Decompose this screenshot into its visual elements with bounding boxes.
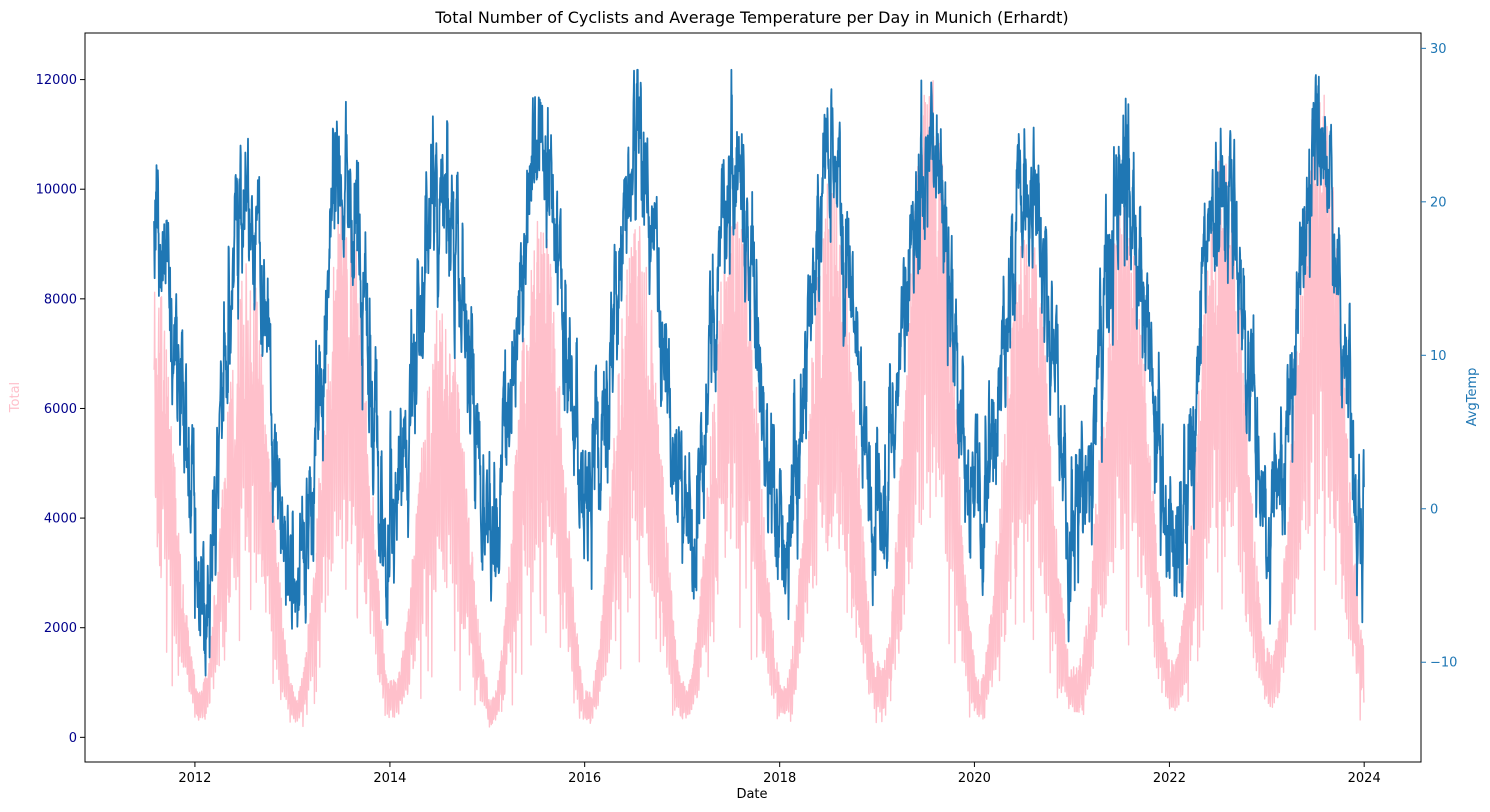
x-axis-tick-label: 2024	[1348, 771, 1381, 786]
left-axis-tick-label: 0	[69, 731, 77, 746]
right-axis-tick-label: 30	[1430, 42, 1447, 57]
series-line-total	[153, 80, 1365, 728]
x-axis-tick-label: 2016	[568, 771, 601, 786]
series-layer	[153, 68, 1365, 728]
left-axis: 0 2000 4000 6000 8000 10000 12000	[36, 73, 85, 746]
left-axis-tick-label: 10000	[36, 183, 77, 198]
right-axis-tick-label: 20	[1430, 195, 1447, 210]
plot-frame	[84, 32, 1422, 763]
series-line-avgtemp	[153, 68, 1365, 677]
x-axis-tick-label: 2014	[373, 771, 406, 786]
left-axis-tick-label: 4000	[44, 512, 77, 527]
right-axis-tick-label: 10	[1430, 349, 1447, 364]
x-axis-tick-label: 2018	[763, 771, 796, 786]
left-axis-tick-label: 12000	[36, 73, 77, 88]
x-axis-tick-label: 2020	[958, 771, 991, 786]
right-axis-title: AvgTemp	[1465, 368, 1480, 427]
right-axis: −10 0 10 20 30	[1421, 42, 1457, 671]
x-axis-title: Date	[736, 787, 767, 802]
left-axis-tick-label: 6000	[44, 402, 77, 417]
left-axis-tick-label: 8000	[44, 292, 77, 307]
x-axis-tick-label: 2012	[178, 771, 211, 786]
left-axis-title: Total	[8, 382, 23, 413]
right-axis-tick-label: 0	[1430, 502, 1438, 517]
x-axis-tick-label: 2022	[1153, 771, 1186, 786]
right-axis-tick-label: −10	[1430, 656, 1457, 671]
x-axis: 2012 2014 2016 2018 2020 2022 2024	[178, 762, 1381, 786]
chart-title: Total Number of Cyclists and Average Tem…	[434, 8, 1068, 27]
left-axis-tick-label: 2000	[44, 621, 77, 636]
